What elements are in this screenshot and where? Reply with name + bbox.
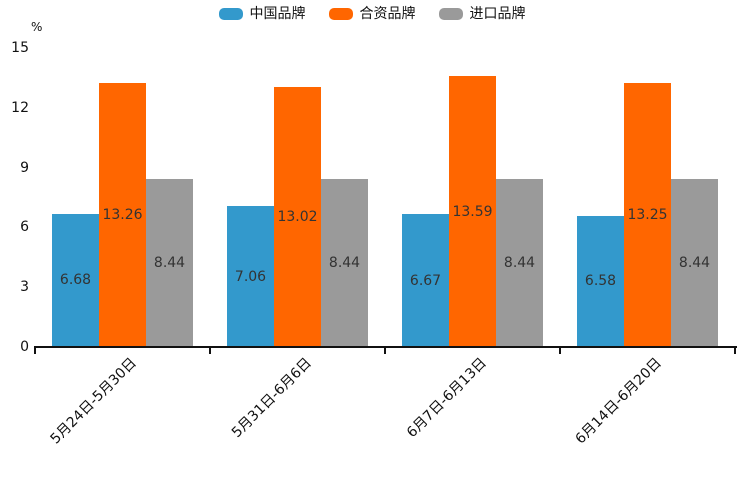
bar-value-label: 13.25: [627, 206, 668, 223]
bar: [402, 214, 449, 347]
x-category-label: 5月31日-6月6日: [228, 355, 315, 441]
bar: [496, 178, 543, 347]
y-tick-label: 0: [20, 339, 29, 355]
legend-swatch-icon: [438, 8, 463, 20]
bar: [52, 213, 99, 347]
bar-value-label: 8.44: [678, 254, 711, 271]
y-tick-label: 12: [11, 99, 29, 116]
y-tick-label: 15: [11, 40, 29, 56]
x-axis-line: [34, 346, 737, 348]
x-tick: [559, 348, 561, 354]
legend-label: 中国品牌: [249, 6, 306, 22]
bar: [146, 178, 193, 347]
bar-value-label: 13.26: [102, 206, 143, 223]
y-tick-label: 9: [20, 159, 29, 176]
bar: [671, 178, 718, 347]
legend-item-import-brand: 进口品牌: [438, 6, 526, 22]
x-tick: [734, 348, 736, 354]
bar: [321, 178, 368, 347]
bar-value-label: 6.67: [409, 272, 442, 289]
bar-value-label: 13.02: [277, 209, 318, 226]
bar-value-label: 8.44: [328, 254, 361, 271]
legend-swatch-icon: [328, 8, 353, 20]
bar: [274, 87, 321, 347]
bar: [624, 82, 671, 347]
bar-value-label: 7.06: [234, 268, 267, 285]
bar-value-label: 13.59: [452, 203, 493, 220]
legend-swatch-icon: [218, 8, 243, 20]
bar: [577, 215, 624, 347]
bar-value-label: 8.44: [153, 254, 186, 271]
x-category-label: 6月7日-6月13日: [403, 355, 490, 441]
x-category-label: 6月14日-6月20日: [572, 355, 665, 448]
x-tick: [34, 348, 36, 354]
legend-item-joint-venture-brand: 合资品牌: [328, 6, 416, 22]
bar: [449, 76, 496, 347]
legend-item-china-brand: 中国品牌: [218, 6, 306, 22]
x-category-label: 5月24日-5月30日: [47, 355, 140, 448]
x-tick: [209, 348, 211, 354]
bar-value-label: 6.68: [59, 272, 92, 289]
bar-value-label: 6.58: [584, 273, 617, 290]
legend-label: 进口品牌: [469, 6, 526, 22]
bar: [227, 206, 274, 347]
bar-value-label: 8.44: [503, 254, 536, 271]
y-axis-unit-label: %: [31, 20, 43, 34]
y-tick-label: 3: [20, 279, 29, 296]
bar: [99, 82, 146, 347]
legend-label: 合资品牌: [359, 6, 416, 22]
legend: 中国品牌 合资品牌 进口品牌: [0, 6, 744, 22]
y-tick-label: 6: [20, 219, 29, 236]
x-tick: [384, 348, 386, 354]
